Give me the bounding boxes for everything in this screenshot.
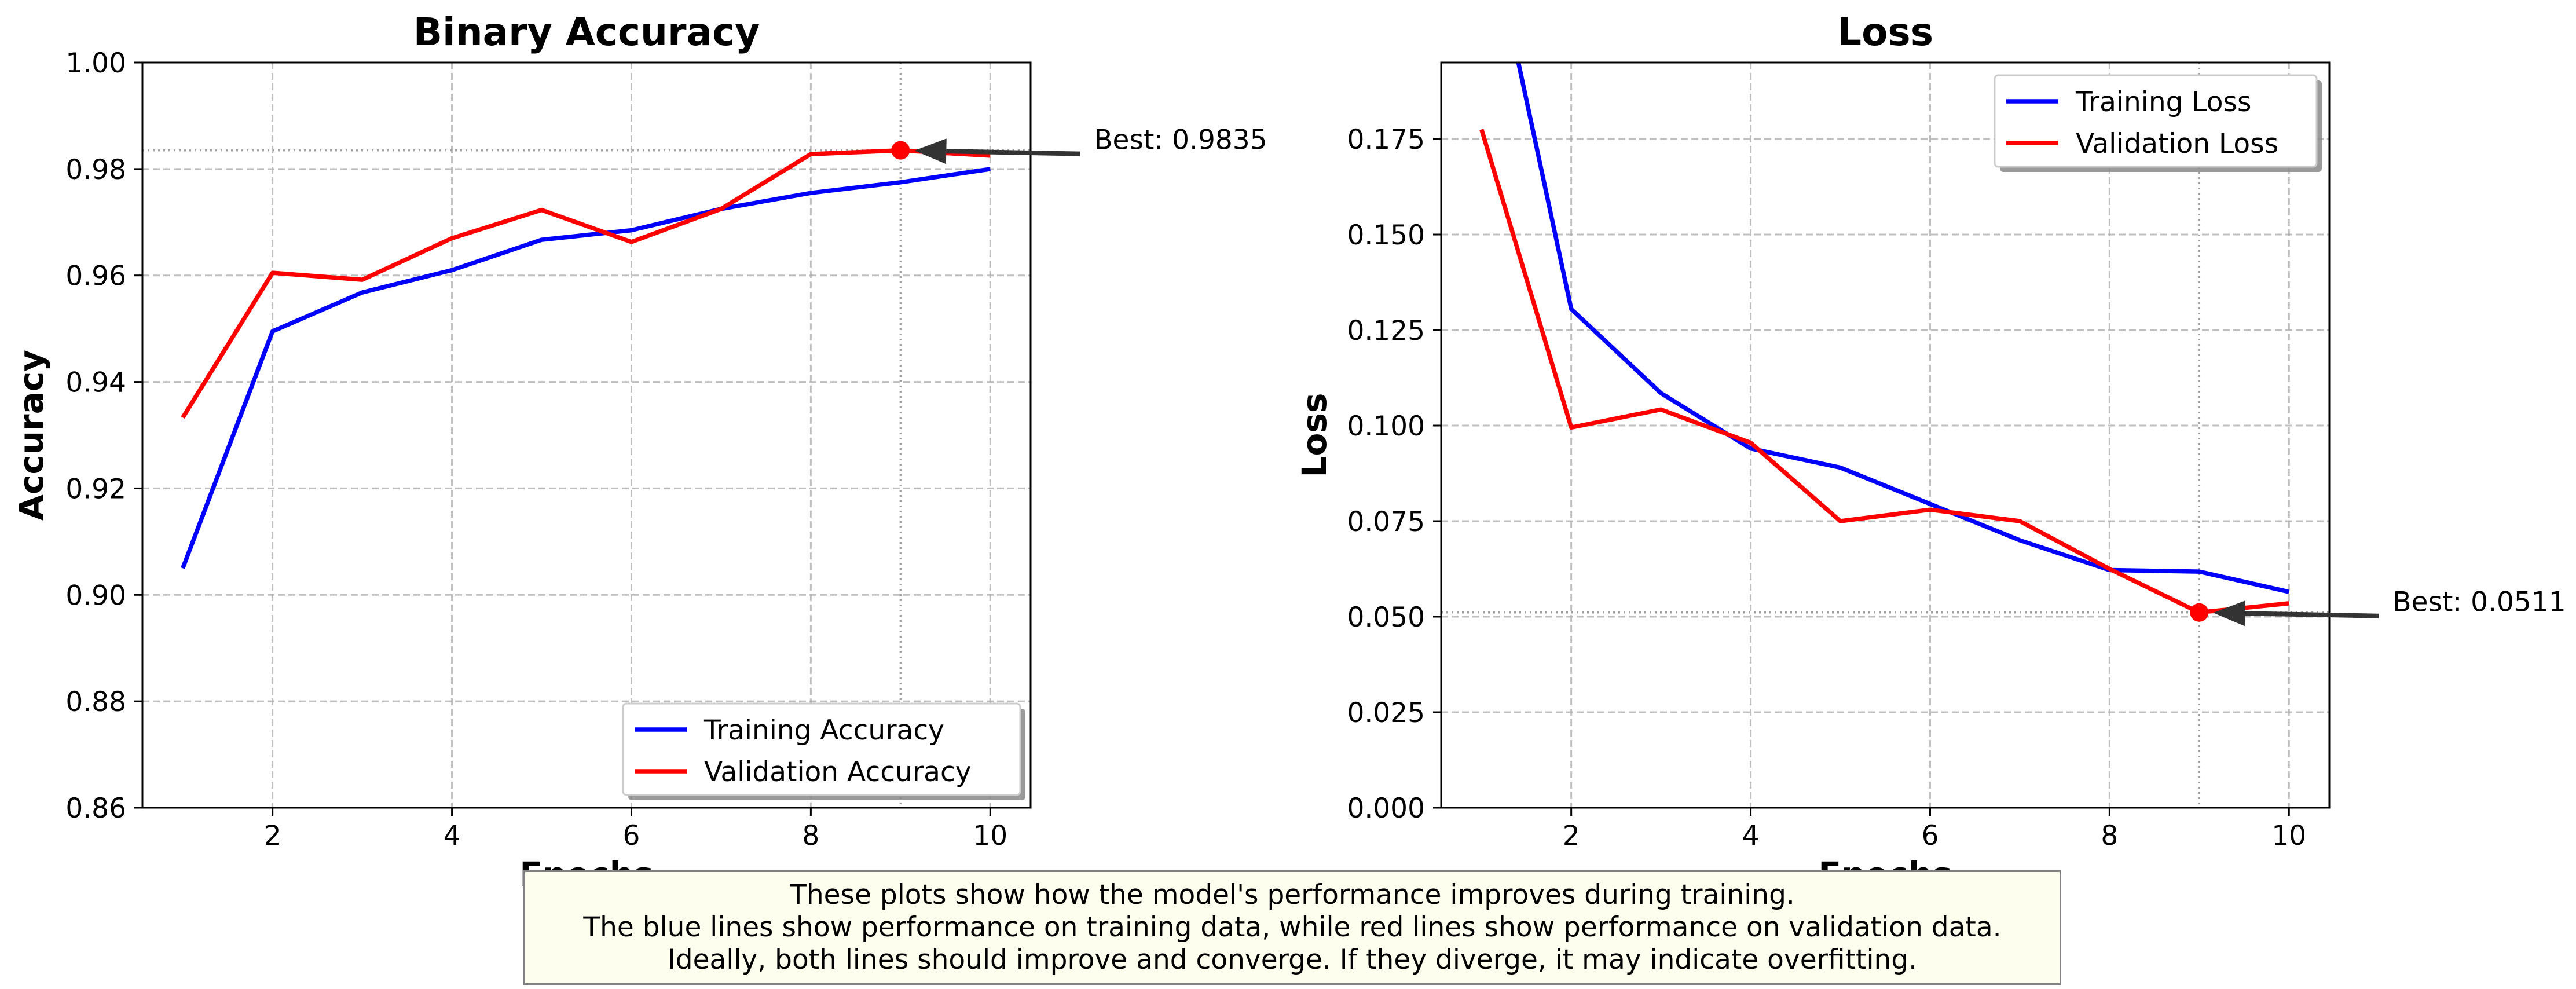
loss-y-tick-label-1: 0.025 bbox=[1347, 697, 1425, 729]
accuracy-best-point bbox=[891, 141, 910, 160]
loss-x-tick-label-4: 10 bbox=[2271, 820, 2306, 852]
loss-series-group bbox=[1479, 63, 2290, 615]
loss-legend-label-0: Training Loss bbox=[2075, 86, 2251, 118]
loss-plot-area bbox=[1441, 63, 2329, 808]
loss-chart: 2 4 6 8 10 0.000 0.025 0.050 0.075 0.100 0.125 0.15… bbox=[1295, 10, 2566, 894]
accuracy-y-tick-label-1: 0.88 bbox=[65, 686, 126, 718]
accuracy-series-group bbox=[181, 148, 991, 569]
accuracy-y-tick-label-0: 0.86 bbox=[65, 793, 126, 825]
loss-y-tick-label-6: 0.150 bbox=[1347, 219, 1425, 251]
accuracy-y-tick-label-4: 0.94 bbox=[65, 367, 126, 399]
accuracy-legend: Training Accuracy Validation Accuracy bbox=[622, 702, 1025, 800]
accuracy-y-tick-label-2: 0.90 bbox=[65, 580, 126, 611]
loss-best-arrow-shaft bbox=[2245, 611, 2379, 618]
accuracy-y-tick-label-7: 1.00 bbox=[65, 47, 126, 79]
loss-y-tick-label-7: 0.175 bbox=[1347, 124, 1425, 156]
loss-y-tick-label-2: 0.050 bbox=[1347, 602, 1425, 633]
accuracy-x-tick-label-2: 6 bbox=[623, 820, 640, 852]
accuracy-best-arrow-head bbox=[914, 138, 947, 164]
caption-line-1: These plots show how the model's perform… bbox=[790, 879, 1795, 911]
caption-line-3: Ideally, both lines should improve and c… bbox=[667, 944, 1918, 976]
accuracy-legend-label-0: Training Accuracy bbox=[703, 715, 944, 746]
accuracy-best-arrow-shaft bbox=[946, 149, 1080, 156]
accuracy-x-tick-label-4: 10 bbox=[973, 820, 1007, 852]
accuracy-title: Binary Accuracy bbox=[413, 10, 760, 54]
accuracy-best-annotation: Best: 0.9835 bbox=[1094, 124, 1267, 156]
loss-legend: Training Loss Validation Loss bbox=[1994, 74, 2322, 172]
loss-y-axis-label: Loss bbox=[1295, 393, 1334, 478]
loss-series-0-line bbox=[1516, 63, 2290, 594]
loss-legend-box bbox=[1994, 74, 2318, 168]
caption-box: These plots show how the model's perform… bbox=[523, 870, 2061, 985]
loss-axes-frame bbox=[1440, 61, 2331, 809]
accuracy-series-0-line bbox=[181, 167, 991, 569]
loss-best-arrow-head bbox=[2213, 600, 2245, 627]
caption-line-2: The blue lines show performance on train… bbox=[583, 911, 2002, 943]
loss-best-point bbox=[2190, 603, 2209, 622]
loss-x-tick-label-1: 4 bbox=[1742, 820, 1760, 852]
accuracy-legend-box bbox=[622, 702, 1021, 796]
loss-legend-label-1: Validation Loss bbox=[2076, 128, 2278, 160]
accuracy-plot-area bbox=[142, 63, 1031, 808]
loss-x-tick-label-3: 8 bbox=[2101, 820, 2118, 852]
loss-y-tick-label-3: 0.075 bbox=[1347, 506, 1425, 538]
loss-title: Loss bbox=[1837, 10, 1933, 54]
accuracy-legend-label-1: Validation Accuracy bbox=[704, 756, 972, 788]
accuracy-y-tick-label-3: 0.92 bbox=[65, 473, 126, 505]
accuracy-x-tick-label-3: 8 bbox=[802, 820, 819, 852]
accuracy-x-tick-label-0: 2 bbox=[264, 820, 281, 852]
accuracy-y-tick-label-5: 0.96 bbox=[65, 261, 126, 292]
loss-y-tick-label-4: 0.100 bbox=[1347, 411, 1425, 442]
loss-best-annotation: Best: 0.0511 bbox=[2392, 587, 2566, 618]
accuracy-y-axis-label: Accuracy bbox=[12, 350, 51, 521]
accuracy-y-tick-label-6: 0.98 bbox=[65, 154, 126, 186]
loss-series-1-line bbox=[1479, 129, 2289, 615]
loss-x-tick-label-2: 6 bbox=[1922, 820, 1939, 852]
loss-y-tick-label-5: 0.125 bbox=[1347, 315, 1425, 347]
accuracy-axes-frame bbox=[141, 61, 1032, 809]
accuracy-chart: 2 4 6 8 10 0.86 0.88 0.90 0.92 0.94 0.96 0.98 1.00 Bi… bbox=[12, 10, 1267, 894]
loss-y-tick-label-0: 0.000 bbox=[1347, 793, 1425, 825]
accuracy-series-1-line bbox=[181, 148, 991, 419]
loss-x-tick-label-0: 2 bbox=[1563, 820, 1580, 852]
accuracy-x-tick-label-1: 4 bbox=[444, 820, 461, 852]
